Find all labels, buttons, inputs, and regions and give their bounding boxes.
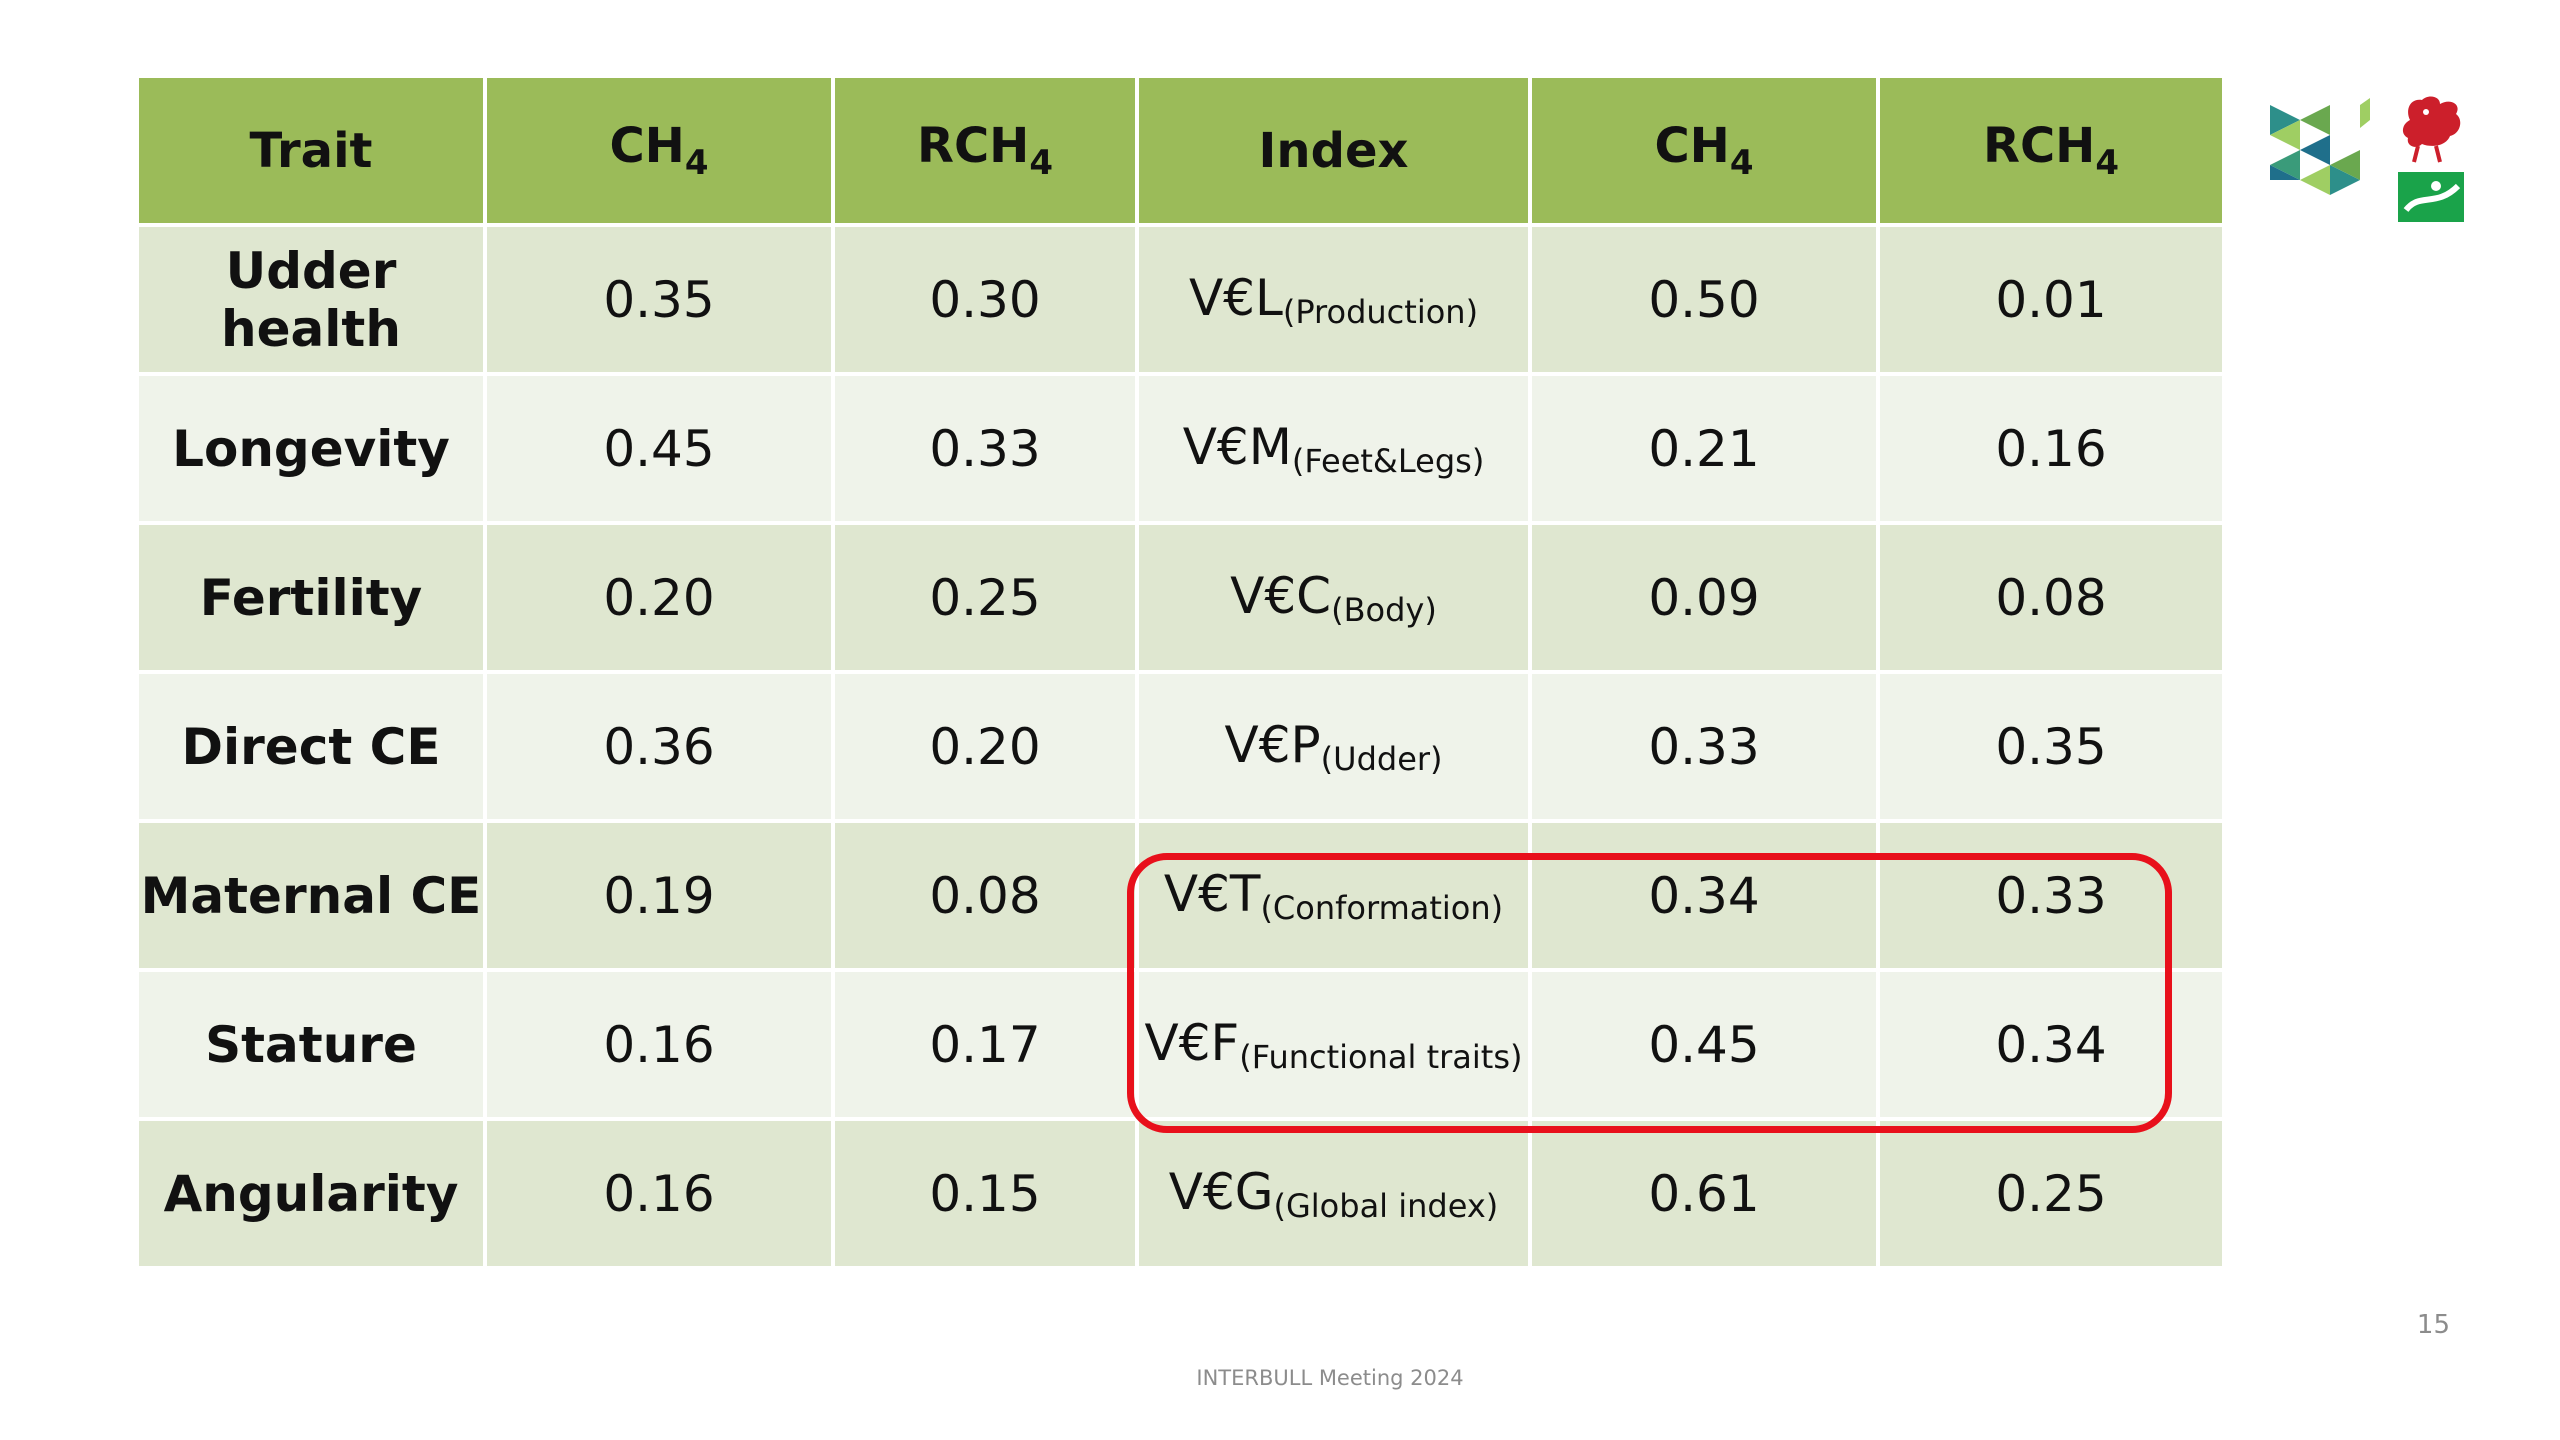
trait-cell: Fertility bbox=[135, 521, 487, 674]
index-ch4-cell: 0.45 bbox=[1528, 968, 1880, 1121]
index-rch4-cell: 0.01 bbox=[1876, 223, 2226, 376]
trait-cell: Maternal CE bbox=[135, 819, 487, 972]
table-row: Stature 0.16 0.17 V€F(Functional traits)… bbox=[135, 968, 2226, 1121]
data-table: Trait CH4 RCH4 Index CH4 RCH4 Udder heal… bbox=[135, 74, 2226, 1270]
ch4-cell: 0.16 bbox=[483, 1117, 835, 1270]
index-cell: V€C(Body) bbox=[1135, 521, 1532, 674]
index-ch4-cell: 0.50 bbox=[1528, 223, 1880, 376]
trait-cell: Direct CE bbox=[135, 670, 487, 823]
trait-cell: Stature bbox=[135, 968, 487, 1121]
logo-group bbox=[2260, 90, 2470, 240]
page-number: 15 bbox=[2416, 1310, 2450, 1340]
trait-cell: Udder health bbox=[135, 223, 487, 376]
table-row: Angularity 0.16 0.15 V€G(Global index) 0… bbox=[135, 1117, 2226, 1270]
geometric-cube-logo bbox=[2270, 98, 2370, 195]
index-cell: V€F(Functional traits) bbox=[1135, 968, 1532, 1121]
ch4-cell: 0.36 bbox=[483, 670, 835, 823]
header-ch4: CH4 bbox=[483, 74, 835, 227]
table-row: Udder health 0.35 0.30 V€L(Production) 0… bbox=[135, 223, 2226, 376]
rch4-cell: 0.08 bbox=[831, 819, 1139, 972]
ch4-cell: 0.45 bbox=[483, 372, 835, 525]
index-rch4-cell: 0.34 bbox=[1876, 968, 2226, 1121]
table-row: Direct CE 0.36 0.20 V€P(Udder) 0.33 0.35 bbox=[135, 670, 2226, 823]
footer-text: INTERBULL Meeting 2024 bbox=[1196, 1366, 1464, 1390]
rch4-cell: 0.15 bbox=[831, 1117, 1139, 1270]
index-rch4-cell: 0.16 bbox=[1876, 372, 2226, 525]
rch4-cell: 0.20 bbox=[831, 670, 1139, 823]
rch4-cell: 0.33 bbox=[831, 372, 1139, 525]
index-cell: V€T(Conformation) bbox=[1135, 819, 1532, 972]
index-cell: V€G(Global index) bbox=[1135, 1117, 1532, 1270]
logo-svg bbox=[2270, 96, 2464, 222]
table-row: Maternal CE 0.19 0.08 V€T(Conformation) … bbox=[135, 819, 2226, 972]
index-rch4-cell: 0.08 bbox=[1876, 521, 2226, 674]
ch4-cell: 0.35 bbox=[483, 223, 835, 376]
index-cell: V€P(Udder) bbox=[1135, 670, 1532, 823]
rch4-cell: 0.25 bbox=[831, 521, 1139, 674]
trait-cell: Longevity bbox=[135, 372, 487, 525]
rch4-cell: 0.17 bbox=[831, 968, 1139, 1121]
ch4-cell: 0.19 bbox=[483, 819, 835, 972]
ch4-cell: 0.16 bbox=[483, 968, 835, 1121]
rch4-cell: 0.30 bbox=[831, 223, 1139, 376]
ch4-cell: 0.20 bbox=[483, 521, 835, 674]
index-rch4-cell: 0.25 bbox=[1876, 1117, 2226, 1270]
header-rch4: RCH4 bbox=[831, 74, 1139, 227]
index-rch4-cell: 0.35 bbox=[1876, 670, 2226, 823]
header-index-ch4: CH4 bbox=[1528, 74, 1880, 227]
agriculture-emblem-logo bbox=[2398, 172, 2464, 222]
table-header-row: Trait CH4 RCH4 Index CH4 RCH4 bbox=[135, 74, 2226, 227]
index-cell: V€L(Production) bbox=[1135, 223, 1532, 376]
table-row: Fertility 0.20 0.25 V€C(Body) 0.09 0.08 bbox=[135, 521, 2226, 674]
index-ch4-cell: 0.33 bbox=[1528, 670, 1880, 823]
index-ch4-cell: 0.34 bbox=[1528, 819, 1880, 972]
header-trait: Trait bbox=[135, 74, 487, 227]
index-ch4-cell: 0.61 bbox=[1528, 1117, 1880, 1270]
index-ch4-cell: 0.21 bbox=[1528, 372, 1880, 525]
header-index: Index bbox=[1135, 74, 1532, 227]
walloon-rooster-logo bbox=[2402, 96, 2461, 163]
index-cell: V€M(Feet&Legs) bbox=[1135, 372, 1532, 525]
trait-cell: Angularity bbox=[135, 1117, 487, 1270]
header-index-rch4: RCH4 bbox=[1876, 74, 2226, 227]
table-row: Longevity 0.45 0.33 V€M(Feet&Legs) 0.21 … bbox=[135, 372, 2226, 525]
index-rch4-cell: 0.33 bbox=[1876, 819, 2226, 972]
index-ch4-cell: 0.09 bbox=[1528, 521, 1880, 674]
